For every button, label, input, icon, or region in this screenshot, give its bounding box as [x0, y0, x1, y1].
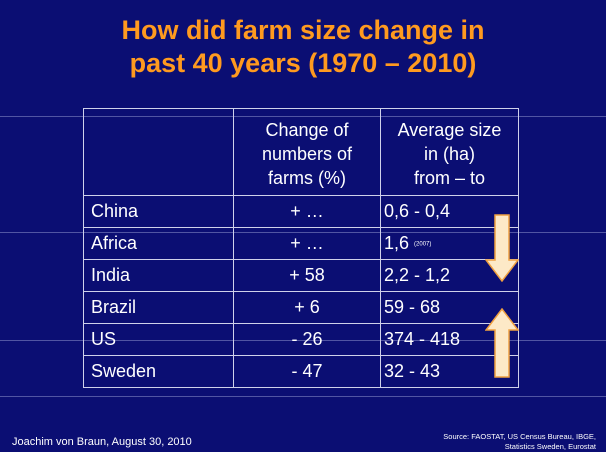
header-text: from – to	[413, 168, 486, 188]
table-row: Brazil + 6 59 - 68	[83, 291, 519, 324]
header-text: in (ha)	[423, 144, 476, 164]
size-value: 1,6	[384, 233, 410, 253]
country-cell: China	[83, 195, 234, 228]
change-cell: + 6	[233, 291, 381, 324]
country-cell: US	[83, 323, 234, 356]
country-cell: Brazil	[83, 291, 234, 324]
table-row: India + 58 2,2 - 1,2	[83, 259, 519, 292]
change-cell: + …	[233, 195, 381, 228]
header-text: Average size	[397, 120, 502, 140]
header-empty-cell	[83, 108, 234, 196]
slide-title: How did farm size change in past 40 year…	[0, 14, 606, 80]
table-header-row: Change of numbers of farms (%) Average s…	[83, 108, 519, 196]
country-cell: India	[83, 259, 234, 292]
footer-source: Source: FAOSTAT, US Census Bureau, IBGE,…	[443, 432, 596, 452]
title-line-2: past 40 years (1970 – 2010)	[129, 48, 477, 78]
year-note: (2007)	[414, 241, 432, 248]
table-row: Sweden - 47 32 - 43	[83, 355, 519, 388]
footer-author: Joachim von Braun, August 30, 2010	[12, 436, 192, 448]
change-cell: + 58	[233, 259, 381, 292]
change-cell: - 47	[233, 355, 381, 388]
header-text: farms (%)	[268, 168, 346, 188]
header-change-cell: Change of numbers of farms (%)	[233, 108, 381, 196]
arrow-up-icon	[485, 308, 519, 378]
footer-source-line: Statistics Sweden, Eurostat	[504, 442, 596, 451]
country-cell: Africa	[83, 227, 234, 260]
header-text: numbers of	[261, 144, 353, 164]
country-cell: Sweden	[83, 355, 234, 388]
change-cell: + …	[233, 227, 381, 260]
title-line-1: How did farm size change in	[121, 15, 485, 45]
table-row: US - 26 374 - 418	[83, 323, 519, 356]
footer-source-line: Source: FAOSTAT, US Census Bureau, IBGE,	[443, 432, 596, 441]
farm-size-table: Change of numbers of farms (%) Average s…	[83, 108, 519, 388]
change-cell: - 26	[233, 323, 381, 356]
arrow-down-icon	[485, 214, 519, 282]
table-row: Africa + … 1,6 (2007)	[83, 227, 519, 260]
header-size-cell: Average size in (ha) from – to	[380, 108, 519, 196]
table-row: China + … 0,6 - 0,4	[83, 195, 519, 228]
rule-line	[0, 396, 606, 397]
header-text: Change of	[265, 120, 349, 140]
